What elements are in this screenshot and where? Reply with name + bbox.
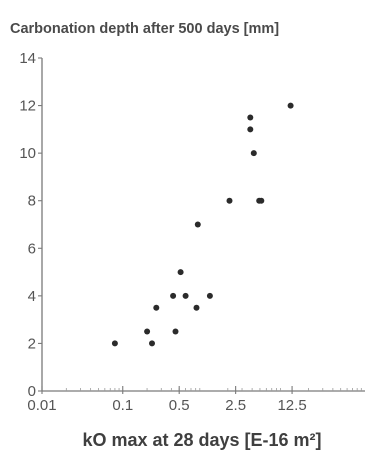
x-axis-label: kO max at 28 days [E-16 m²] xyxy=(82,430,321,450)
y-tick-label: 12 xyxy=(19,98,36,115)
data-point xyxy=(247,114,254,121)
y-tick-label: 8 xyxy=(28,193,36,210)
x-tick-label: 0.01 xyxy=(27,397,56,414)
y-axis-ticks: 0 2 4 6 8 10 12 14 xyxy=(19,50,42,400)
x-tick-label: 2.5 xyxy=(225,397,246,414)
data-points xyxy=(111,102,294,347)
x-tick-label: 12.5 xyxy=(277,397,306,414)
data-point xyxy=(182,292,189,299)
y-tick-label: 2 xyxy=(28,335,36,352)
data-point xyxy=(194,221,201,228)
y-tick-label: 10 xyxy=(19,145,36,162)
data-point xyxy=(287,102,294,109)
data-point xyxy=(172,328,179,335)
data-point xyxy=(193,304,200,311)
data-point xyxy=(247,126,254,133)
data-point xyxy=(153,304,160,311)
data-point xyxy=(111,340,118,347)
x-axis-ticks: 0.01 0.1 0.5 2.5 12.5 xyxy=(27,386,362,414)
y-tick-label: 4 xyxy=(28,288,36,305)
data-point xyxy=(149,340,155,347)
data-point xyxy=(177,269,184,276)
chart-axes xyxy=(41,58,365,392)
data-point xyxy=(258,197,265,204)
chart-title: Carbonation depth after 500 days [mm] xyxy=(10,21,279,37)
data-point xyxy=(226,197,233,204)
data-point xyxy=(144,328,151,335)
y-tick-label: 0 xyxy=(28,383,36,400)
y-tick-label: 14 xyxy=(19,50,36,67)
data-point xyxy=(206,292,213,299)
y-tick-label: 6 xyxy=(28,240,36,257)
x-tick-label: 0.5 xyxy=(169,397,190,414)
x-tick-label: 0.1 xyxy=(112,397,133,414)
data-point xyxy=(170,292,177,299)
data-point xyxy=(250,150,257,157)
